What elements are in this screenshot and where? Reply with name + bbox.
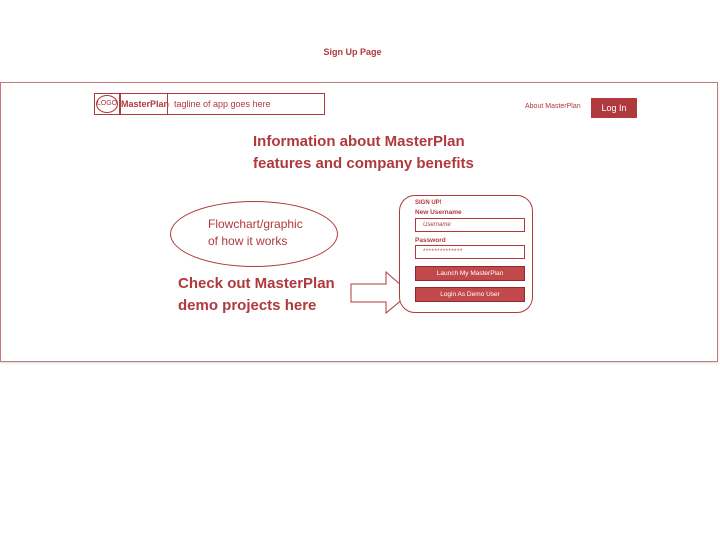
demo-projects-line2: demo projects here <box>178 297 317 314</box>
flowchart-placeholder <box>170 201 338 267</box>
flowchart-caption: Flowchart/graphic of how it works <box>208 216 328 250</box>
login-button[interactable]: Log In <box>591 98 637 118</box>
features-headline-line1: Information about MasterPlan <box>253 133 465 150</box>
page-frame <box>0 82 718 362</box>
brand-name: MasterPlan <box>120 93 169 115</box>
features-headline-line2: features and company benefits <box>253 155 474 172</box>
right-arrow-icon <box>350 271 411 315</box>
demo-projects-line1: Check out MasterPlan <box>178 275 335 292</box>
username-label: New Username <box>415 209 462 216</box>
demo-projects-link[interactable]: Check out MasterPlan demo projects here <box>178 273 358 317</box>
page-title: Sign Up Page <box>323 47 382 57</box>
logo-icon <box>96 95 118 113</box>
username-input[interactable]: Username <box>415 218 525 232</box>
signup-heading: SIGN UP! <box>415 200 442 206</box>
flowchart-caption-line2: of how it works <box>208 234 288 248</box>
tagline: tagline of app goes here <box>174 99 271 109</box>
logo: LOGO <box>94 93 120 115</box>
demo-login-button[interactable]: Login As Demo User <box>415 287 525 302</box>
password-input[interactable]: ************** <box>415 245 525 259</box>
password-label: Password <box>415 237 446 244</box>
launch-masterplan-button[interactable]: Launch My MasterPlan <box>415 266 525 281</box>
about-link[interactable]: About MasterPlan <box>525 103 581 110</box>
features-headline: Information about MasterPlan features an… <box>253 131 513 175</box>
flowchart-caption-line1: Flowchart/graphic <box>208 217 303 231</box>
